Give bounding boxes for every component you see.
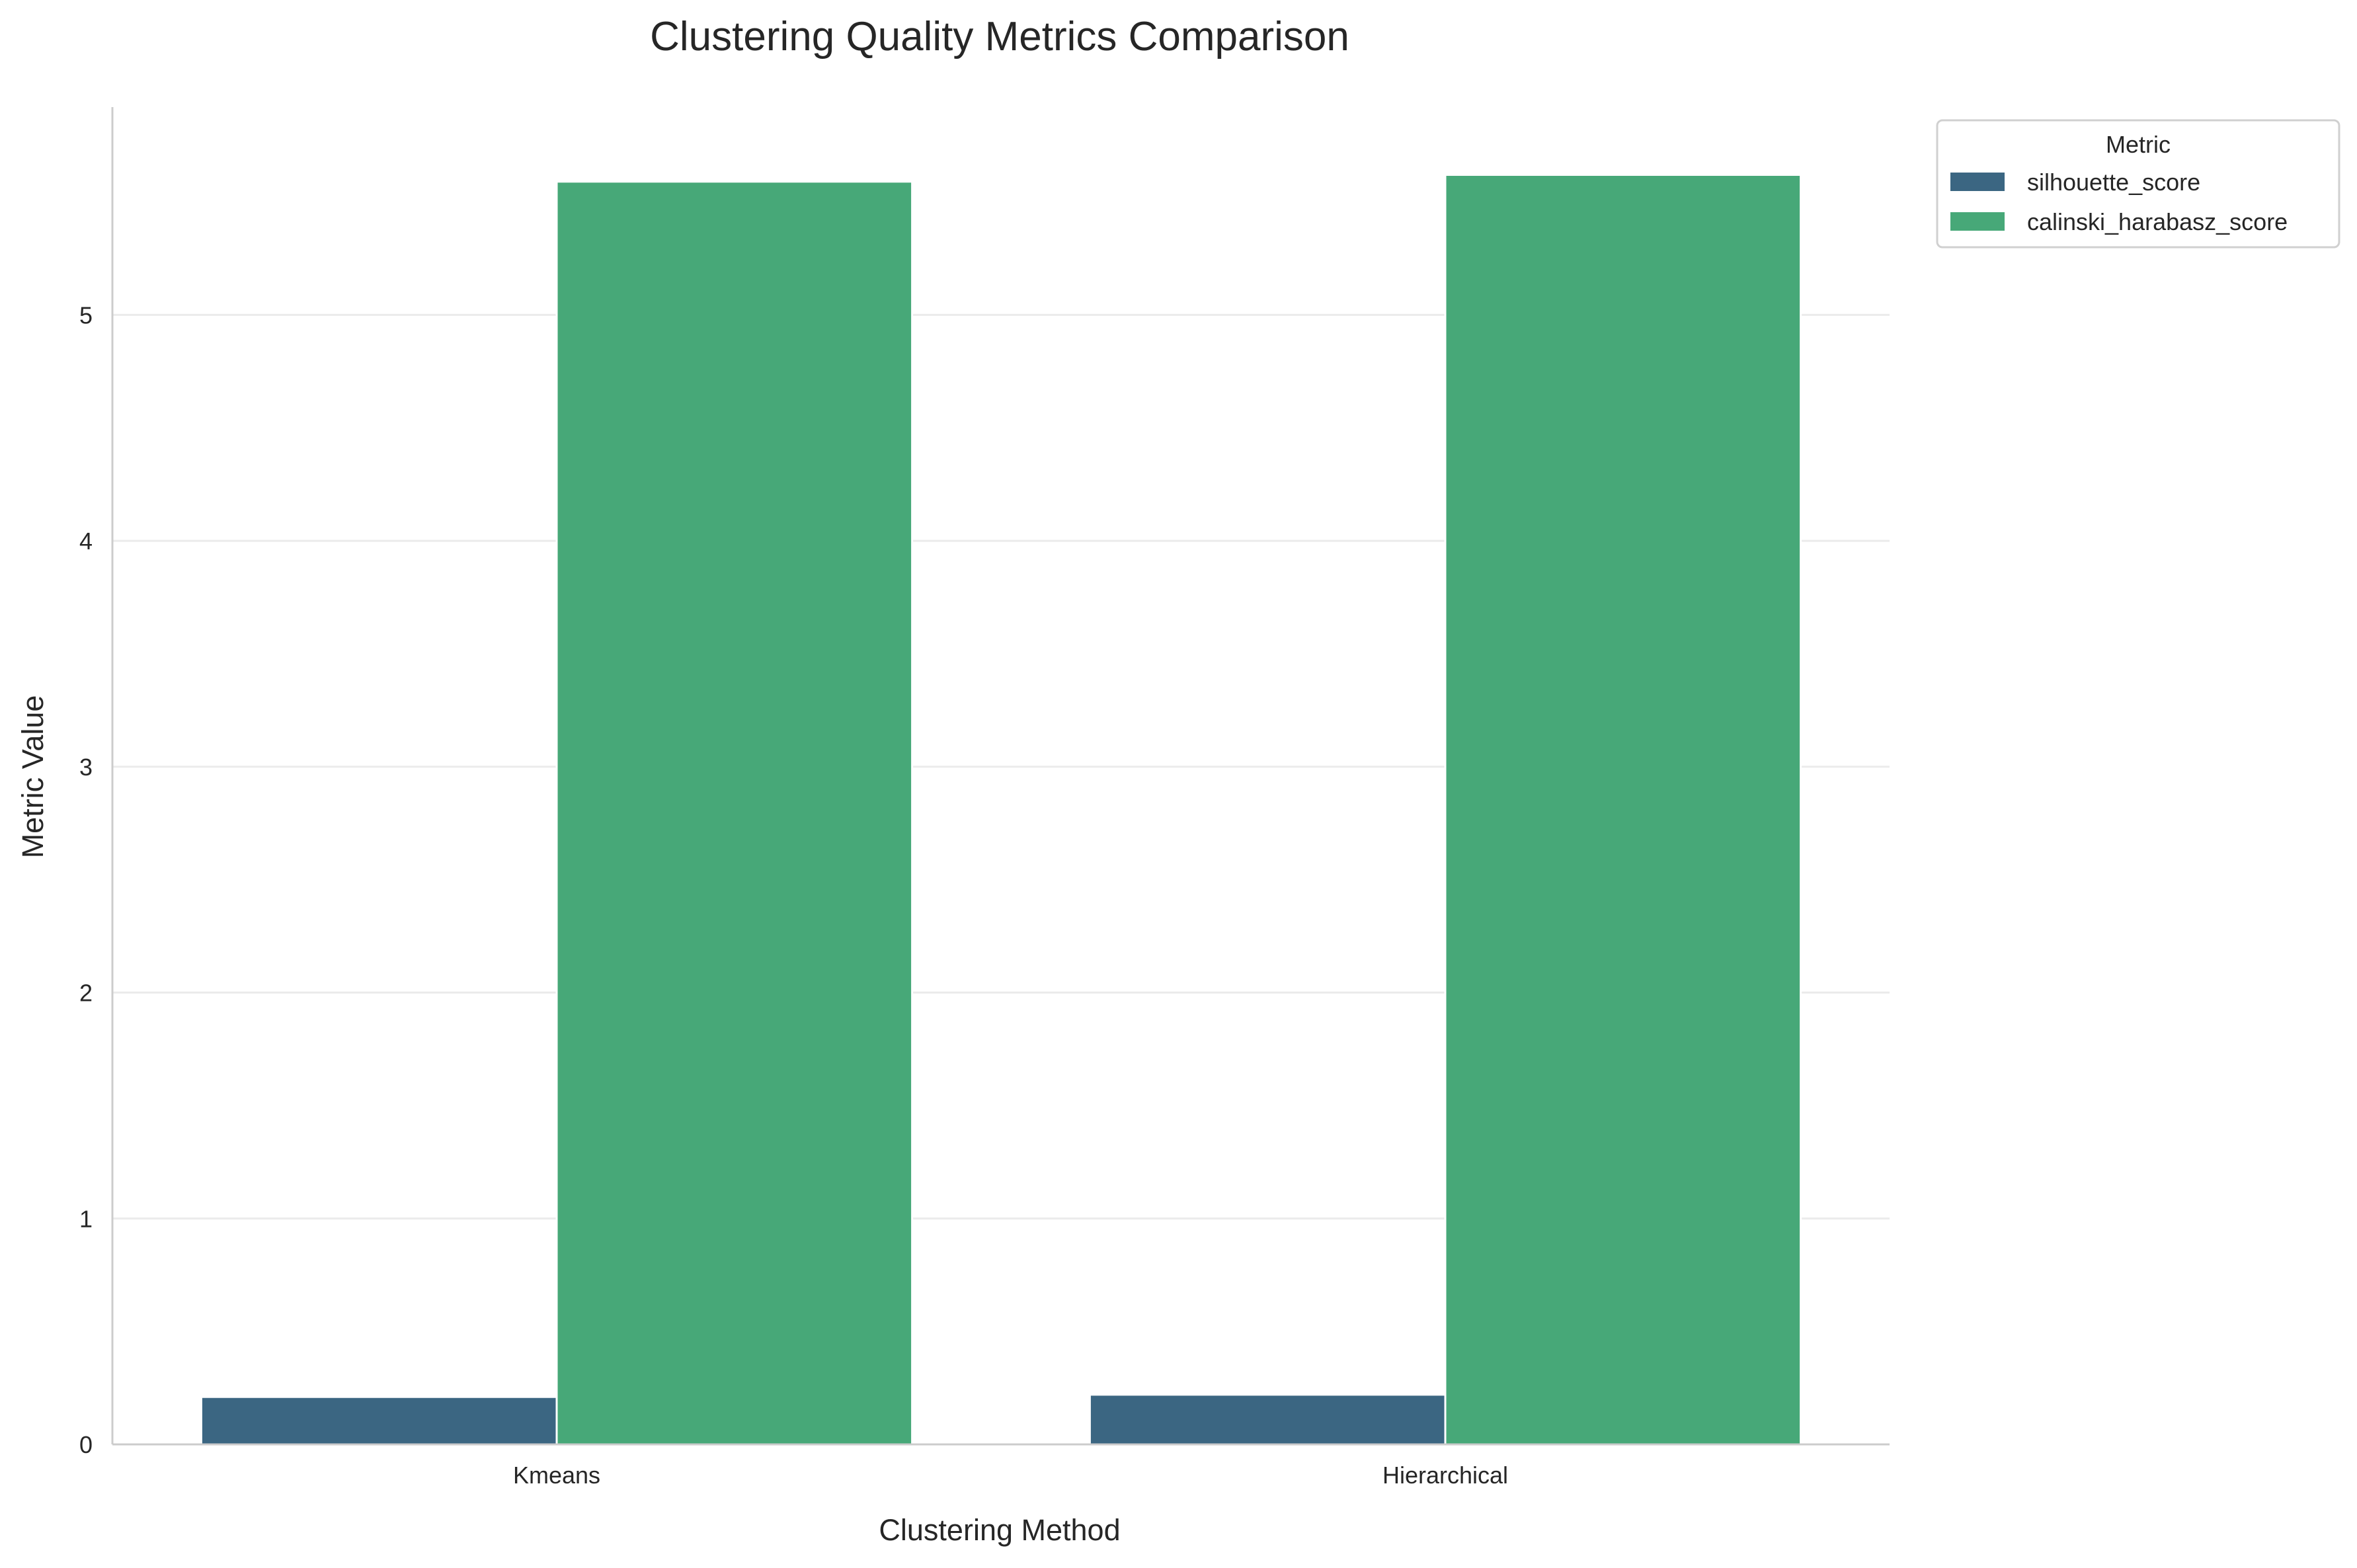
y-tick-label: 1 xyxy=(79,1205,93,1232)
x-tick-labels: Kmeans Hierarchical xyxy=(513,1462,1508,1489)
legend-label-calinski_harabasz_score: calinski_harabasz_score xyxy=(2027,208,2288,235)
x-tick-label: Kmeans xyxy=(513,1462,600,1489)
y-tick-label: 2 xyxy=(79,980,93,1007)
legend-title: Metric xyxy=(2106,131,2171,158)
x-axis-label: Clustering Method xyxy=(879,1513,1120,1547)
legend-frame xyxy=(1936,119,2340,249)
y-axis-label: Metric Value xyxy=(16,695,50,859)
bar-calinski_harabasz_score-hierarchical xyxy=(1444,174,1802,1446)
y-tick-label: 5 xyxy=(79,301,93,329)
bar-silhouette_score-kmeans xyxy=(200,1395,558,1446)
x-tick-label: Hierarchical xyxy=(1382,1462,1508,1489)
bar-calinski_harabasz_score-kmeans xyxy=(555,180,914,1446)
y-tick-labels: 0 1 2 3 4 5 xyxy=(79,301,93,1458)
bars xyxy=(200,174,1802,1446)
y-tick-label: 3 xyxy=(79,754,93,781)
bar-silhouette_score-hierarchical xyxy=(1088,1393,1447,1446)
legend-label-silhouette_score: silhouette_score xyxy=(2027,169,2200,196)
legend-items: silhouette_score calinski_harabasz_score xyxy=(1950,169,2288,235)
legend: Metric silhouette_score calinski_harabasz… xyxy=(1936,119,2340,249)
y-tick-label: 4 xyxy=(79,528,93,555)
y-tick-label: 0 xyxy=(79,1431,93,1458)
legend-swatch-calinski_harabasz_score xyxy=(1950,212,2005,231)
chart-title: Clustering Quality Metrics Comparison xyxy=(650,14,1349,59)
legend-swatch-silhouette_score xyxy=(1950,173,2005,191)
